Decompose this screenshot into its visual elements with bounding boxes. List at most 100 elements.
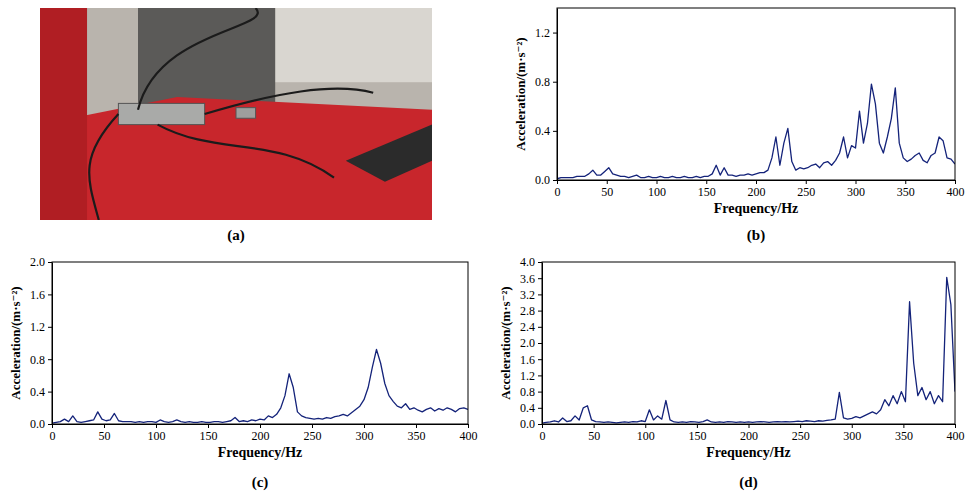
y-tick: 0.4 <box>535 124 557 138</box>
x-tick-label: 400 <box>460 429 478 443</box>
x-tick: 150 <box>688 424 706 443</box>
y-tick: 0.0 <box>30 417 52 431</box>
y-tick-mark <box>48 424 52 425</box>
y-tick-label: 1.6 <box>520 353 535 367</box>
x-tick-mark <box>416 424 417 428</box>
x-tick: 50 <box>601 180 613 199</box>
x-tick: 50 <box>588 424 600 443</box>
x-tick-mark <box>468 424 469 428</box>
y-tick-label: 0.0 <box>30 417 45 431</box>
x-tick-mark <box>806 180 807 184</box>
x-tick: 400 <box>947 424 965 443</box>
y-tick-mark <box>48 327 52 328</box>
y-tick-label: 0.4 <box>520 401 535 415</box>
plot-area <box>52 349 468 423</box>
x-axis-title: Frequency/Hz <box>706 445 791 460</box>
chart-panel: 0501001502002503003504000.00.40.81.2Freq… <box>513 8 965 216</box>
x-tick: 200 <box>740 424 758 443</box>
y-tick: 2.0 <box>30 255 52 269</box>
y-axis-line <box>557 9 558 181</box>
x-tick: 350 <box>897 180 915 199</box>
y-axis: 0.00.40.81.21.62.0 <box>30 255 53 431</box>
y-tick: 0.8 <box>535 75 557 89</box>
y-tick-label: 4.0 <box>520 255 535 269</box>
x-tick-label: 350 <box>408 429 426 443</box>
x-tick-label: 100 <box>148 429 166 443</box>
spectrum-line <box>542 277 955 423</box>
y-tick-label: 1.2 <box>535 26 550 40</box>
y-tick-mark <box>538 359 542 360</box>
x-tick: 150 <box>698 180 716 199</box>
x-axis-title: Frequency/Hz <box>218 445 303 460</box>
x-tick-mark <box>542 424 543 428</box>
x-tick: 200 <box>252 424 270 443</box>
y-tick-mark <box>538 294 542 295</box>
y-tick: 0.0 <box>520 417 542 431</box>
x-tick: 400 <box>947 180 965 199</box>
photo-red-housing <box>40 97 432 220</box>
plot-frame <box>52 262 468 424</box>
x-tick-mark <box>208 424 209 428</box>
y-tick-label: 0.8 <box>535 75 550 89</box>
x-axis: 050100150200250300350400 <box>540 424 965 443</box>
x-tick-mark <box>852 424 853 428</box>
x-tick-label: 150 <box>688 429 706 443</box>
x-tick-mark <box>800 424 801 428</box>
x-tick-label: 350 <box>897 185 915 199</box>
y-tick-label: 0.4 <box>535 124 550 138</box>
photo-sky <box>256 8 432 82</box>
x-tick-mark <box>52 424 53 428</box>
x-tick-label: 0 <box>50 429 56 443</box>
y-tick-label: 3.2 <box>520 288 535 302</box>
y-tick: 2.8 <box>520 304 542 318</box>
y-axis-line <box>52 263 53 425</box>
plot-frame <box>542 262 955 424</box>
x-tick-mark <box>312 424 313 428</box>
y-tick-label: 2.4 <box>520 320 535 334</box>
x-tick-label: 0 <box>555 185 561 199</box>
y-tick: 0.0 <box>535 173 557 187</box>
x-tick: 50 <box>99 424 111 443</box>
x-tick-label: 400 <box>947 429 965 443</box>
x-tick-mark <box>594 424 595 428</box>
photo-cable <box>158 125 334 178</box>
x-tick-label: 50 <box>601 185 613 199</box>
x-tick: 0 <box>555 180 561 199</box>
x-tick-mark <box>364 424 365 428</box>
x-tick-label: 300 <box>843 429 861 443</box>
x-tick: 100 <box>637 424 655 443</box>
x-tick: 300 <box>356 424 374 443</box>
x-tick: 250 <box>304 424 322 443</box>
y-tick-mark <box>538 327 542 328</box>
y-axis-line <box>542 263 543 425</box>
y-tick-mark <box>538 392 542 393</box>
x-tick: 100 <box>648 180 666 199</box>
x-tick-label: 300 <box>356 429 374 443</box>
y-tick-mark <box>538 311 542 312</box>
x-tick-label: 250 <box>304 429 322 443</box>
y-tick-label: 0.0 <box>520 417 535 431</box>
x-tick-label: 50 <box>588 429 600 443</box>
x-tick-label: 250 <box>792 429 810 443</box>
x-tick: 100 <box>148 424 166 443</box>
y-tick-mark <box>553 33 557 34</box>
y-tick: 0.8 <box>30 353 52 367</box>
y-tick-mark <box>538 424 542 425</box>
y-tick-label: 1.2 <box>520 369 535 383</box>
x-tick-mark <box>104 424 105 428</box>
x-tick-label: 300 <box>847 185 865 199</box>
y-tick: 1.6 <box>30 288 52 302</box>
panel-label: (b) <box>747 227 765 244</box>
y-tick-label: 0.8 <box>30 353 45 367</box>
x-tick-mark <box>749 424 750 428</box>
y-tick-mark <box>553 82 557 83</box>
y-axis-title: Acceleration/(m·s⁻²) <box>8 286 23 399</box>
y-tick-mark <box>538 262 542 263</box>
x-tick: 150 <box>200 424 218 443</box>
photo-cable <box>205 89 374 114</box>
chart-panel: 0501001502002503003504000.00.40.81.21.62… <box>8 255 478 460</box>
y-tick: 4.0 <box>520 255 542 269</box>
y-tick-label: 2.0 <box>520 336 535 350</box>
x-tick-mark <box>260 424 261 428</box>
x-axis: 050100150200250300350400 <box>555 180 965 199</box>
